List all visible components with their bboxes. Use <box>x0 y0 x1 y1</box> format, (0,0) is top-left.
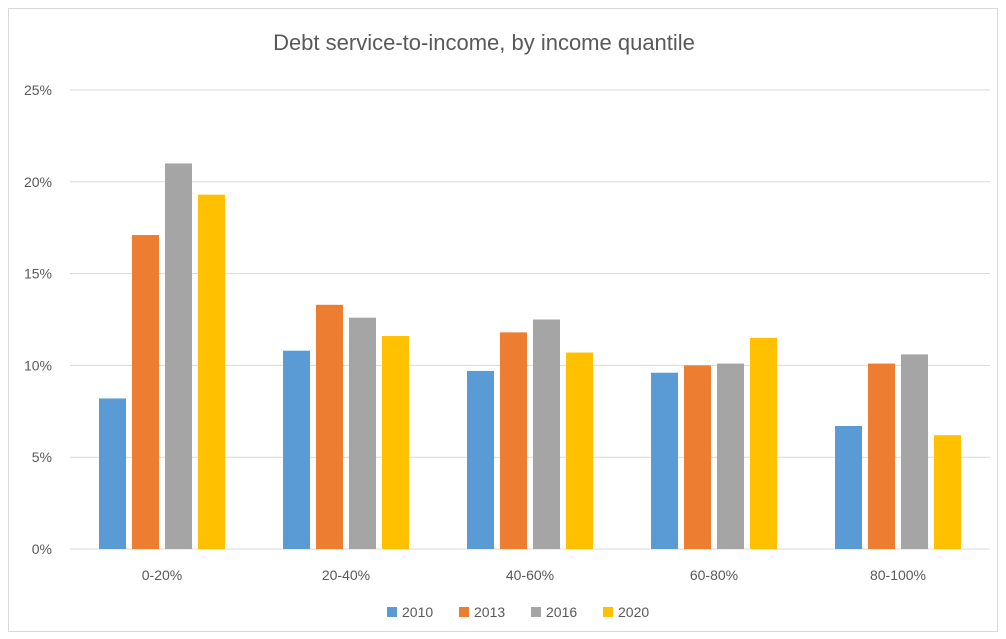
bar-2010-40-60% <box>467 370 494 549</box>
bar-2010-60-80% <box>651 372 678 549</box>
bar-2016-0-20% <box>165 163 192 549</box>
bar-2013-0-20% <box>132 235 159 549</box>
legend-label-2016: 2016 <box>546 604 577 620</box>
bar-2020-80-100% <box>934 435 961 549</box>
legend-swatch-2016 <box>531 607 541 617</box>
x-tick-label: 20-40% <box>322 567 370 583</box>
legend-label-2020: 2020 <box>618 604 649 620</box>
bar-2020-20-40% <box>382 336 409 549</box>
bar-2013-80-100% <box>868 363 895 549</box>
x-tick-label: 60-80% <box>690 567 738 583</box>
legend-swatch-2020 <box>603 607 613 617</box>
bar-2016-20-40% <box>349 317 376 549</box>
legend-swatch-2013 <box>459 607 469 617</box>
y-tick-label: 20% <box>24 174 52 190</box>
y-tick-label: 5% <box>32 449 52 465</box>
bar-2016-40-60% <box>533 319 560 549</box>
x-tick-label: 40-60% <box>506 567 554 583</box>
legend: 2010 2013 2016 2020 <box>387 604 649 620</box>
bar-2016-60-80% <box>717 363 744 549</box>
bar-2020-0-20% <box>198 194 225 550</box>
x-tick-label: 80-100% <box>870 567 926 583</box>
legend-label-2013: 2013 <box>474 604 505 620</box>
x-axis-tick-labels: 0-20% 20-40% 40-60% 60-80% 80-100% <box>142 567 926 583</box>
legend-label-2010: 2010 <box>402 604 433 620</box>
y-tick-label: 15% <box>24 266 52 282</box>
bar-2010-20-40% <box>283 350 310 549</box>
bar-2013-20-40% <box>316 304 343 549</box>
bar-2013-40-60% <box>500 332 527 549</box>
bar-2020-60-80% <box>750 337 777 549</box>
bar-2013-60-80% <box>684 365 711 549</box>
y-axis-tick-labels: 0% 5% 10% 15% 20% 25% <box>24 82 52 557</box>
bars <box>99 163 961 550</box>
chart-title: Debt service-to-income, by income quanti… <box>273 30 695 55</box>
bar-2016-80-100% <box>901 354 928 549</box>
x-tick-label: 0-20% <box>142 567 182 583</box>
y-tick-label: 10% <box>24 357 52 373</box>
legend-swatch-2010 <box>387 607 397 617</box>
bar-2010-0-20% <box>99 398 126 549</box>
bar-2020-40-60% <box>566 352 593 549</box>
bar-2010-80-100% <box>835 425 862 549</box>
y-tick-label: 0% <box>32 541 52 557</box>
y-tick-label: 25% <box>24 82 52 98</box>
